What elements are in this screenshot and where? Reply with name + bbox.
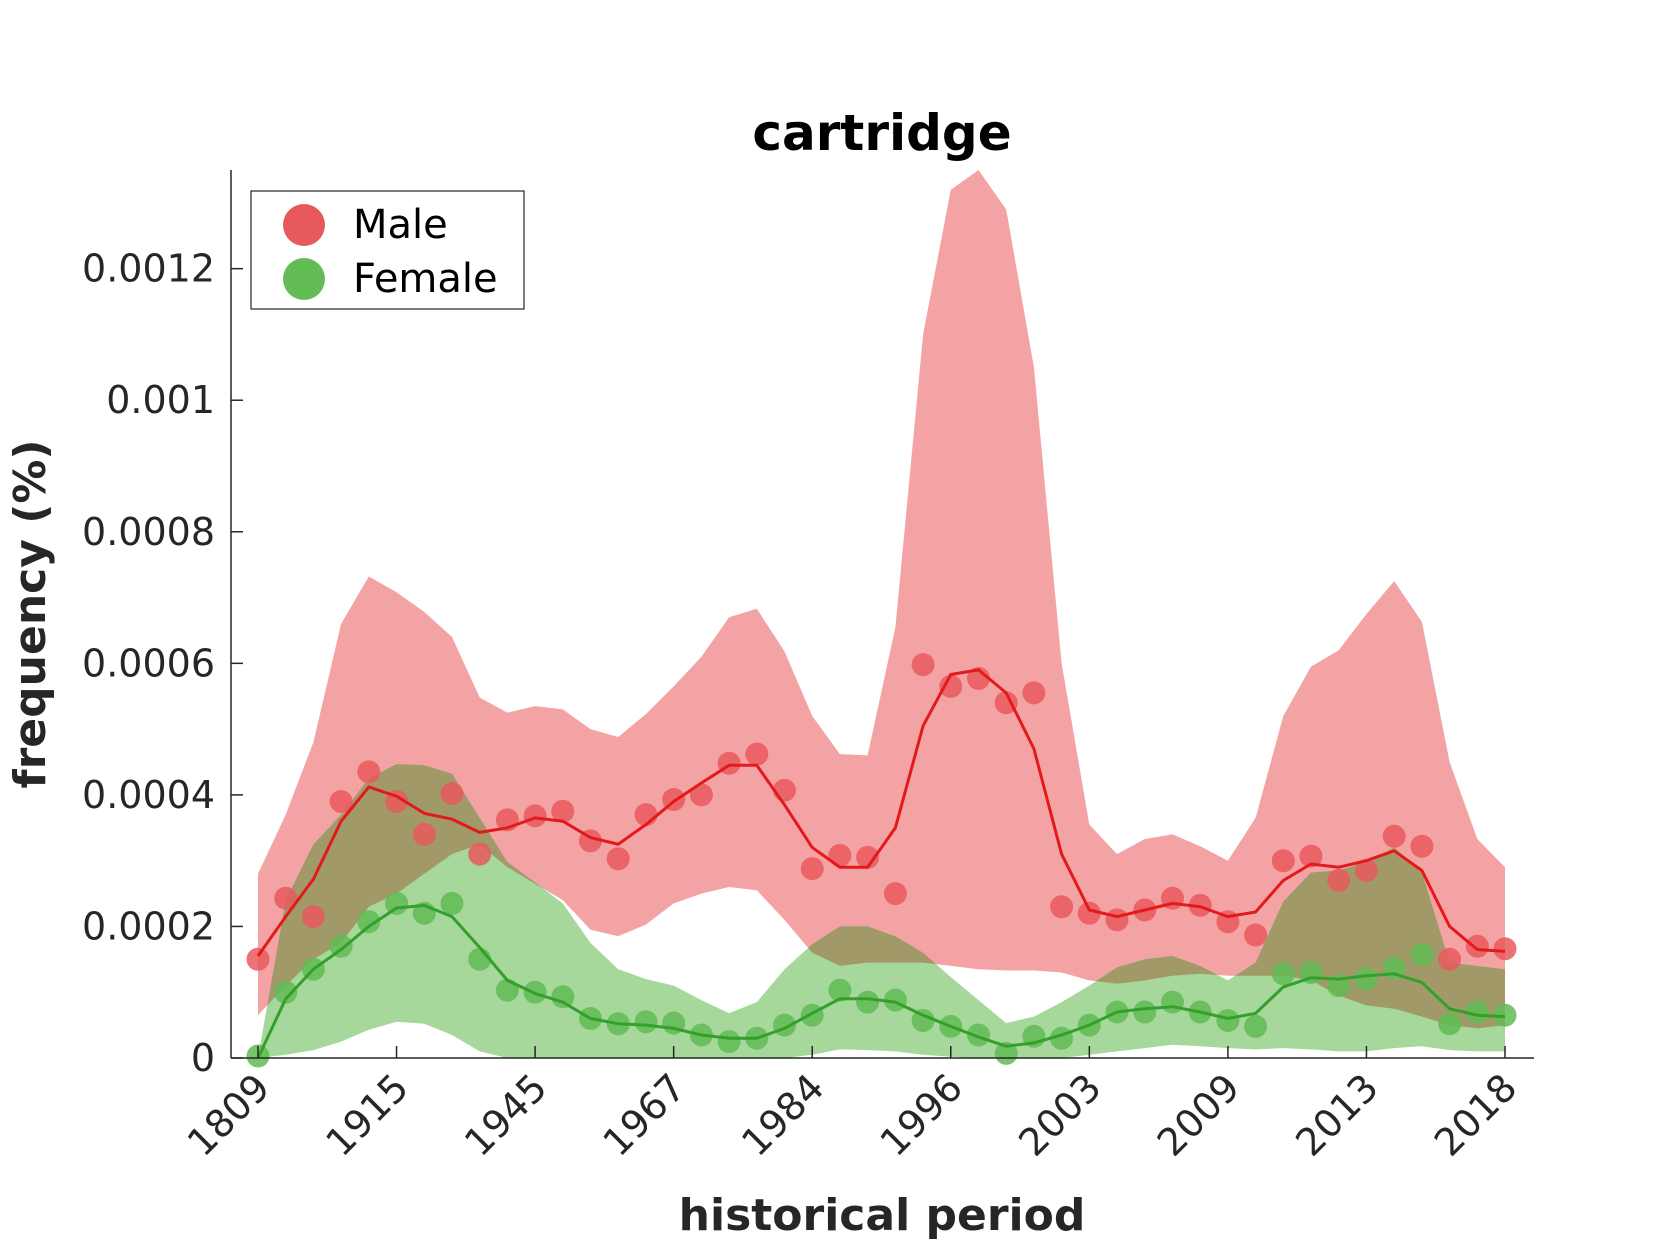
x-axis-label: historical period	[679, 1190, 1086, 1241]
legend: Male Female	[250, 190, 525, 310]
legend-male-label: Male	[353, 202, 448, 248]
male-point-43	[1438, 947, 1462, 971]
x-tick-label-0: 1809	[179, 1065, 279, 1165]
female-point-4	[357, 910, 381, 934]
y-axis-label: frequency (%)	[5, 439, 56, 788]
x-tick-label-1: 1915	[317, 1065, 417, 1165]
y-tick-label-4: 0.0008	[82, 510, 215, 554]
male-point-19	[773, 778, 796, 802]
x-tick-label-3: 1967	[595, 1065, 695, 1165]
male-point-45	[1493, 937, 1517, 961]
x-tick-label-2: 1945	[456, 1065, 556, 1165]
x-tick-label-8: 2013	[1287, 1065, 1387, 1165]
y-tick-label-6: 0.0012	[82, 247, 215, 291]
male-trend-line	[256, 668, 1506, 957]
male-point-27	[994, 691, 1018, 715]
male-point-28	[1022, 681, 1046, 705]
y-axis-ticks: 0 0.0002 0.0004 0.0006 0.0008 0.001 0.0012	[82, 247, 243, 1080]
male-point-42	[1410, 834, 1434, 858]
male-point-29	[1050, 895, 1074, 919]
female-point-22	[856, 990, 880, 1014]
y-tick-label-3: 0.0006	[82, 641, 215, 685]
female-confidence-band	[258, 764, 1505, 1058]
male-point-11	[551, 799, 575, 823]
male-point-38	[1299, 844, 1323, 868]
female-point-44	[1465, 1000, 1489, 1024]
male-point-3	[329, 790, 353, 813]
male-point-10	[523, 804, 547, 828]
male-point-0	[246, 947, 270, 971]
female-point-17	[717, 1030, 741, 1054]
legend-female-marker	[283, 258, 325, 300]
female-point-43	[1438, 1012, 1462, 1036]
y-tick-label-0: 0	[191, 1036, 215, 1080]
female-point-21	[828, 978, 852, 1002]
x-tick-label-4: 1984	[733, 1065, 833, 1165]
x-tick-label-5: 1996	[872, 1065, 972, 1165]
male-point-40	[1354, 859, 1378, 882]
male-point-24	[911, 653, 935, 677]
male-point-31	[1105, 908, 1129, 932]
female-point-26	[967, 1023, 990, 1047]
female-point-40	[1354, 967, 1378, 991]
male-point-6	[412, 822, 436, 846]
male-point-7	[440, 782, 464, 806]
male-point-1	[274, 886, 298, 910]
male-point-36	[1244, 923, 1268, 947]
male-point-13	[606, 847, 630, 871]
male-point-37	[1271, 849, 1295, 873]
male-point-16	[689, 783, 713, 807]
female-point-24	[911, 1009, 935, 1032]
chart-title: cartridge	[752, 104, 1011, 162]
male-point-25	[939, 674, 963, 698]
male-point-44	[1465, 934, 1489, 958]
female-data-points	[246, 891, 1517, 1068]
y-tick-label-1: 0.0002	[82, 904, 215, 948]
female-point-14	[634, 1010, 658, 1034]
legend-male-marker	[283, 204, 325, 246]
male-point-21	[828, 843, 852, 867]
y-tick-label-5: 0.001	[106, 378, 215, 422]
x-tick-label-7: 2009	[1149, 1065, 1249, 1165]
male-point-30	[1077, 901, 1101, 925]
x-axis-ticks: 1809 1915 1945 1967 1984 1996 2003 2009 2013 2018	[179, 1046, 1526, 1165]
female-point-20	[800, 1003, 824, 1027]
female-point-27	[994, 1041, 1018, 1065]
female-point-5	[385, 891, 409, 915]
female-point-36	[1244, 1014, 1268, 1038]
male-point-8	[468, 842, 492, 866]
y-tick-label-2: 0.0004	[82, 773, 215, 817]
legend-female-label: Female	[353, 256, 498, 302]
female-point-37	[1271, 962, 1295, 986]
female-point-9	[495, 978, 519, 1002]
male-point-18	[745, 742, 769, 766]
male-point-39	[1327, 868, 1351, 892]
x-tick-label-6: 2003	[1010, 1065, 1110, 1165]
male-point-22	[856, 845, 880, 869]
female-point-32	[1133, 1000, 1157, 1024]
female-point-33	[1161, 990, 1184, 1014]
male-point-20	[800, 857, 824, 881]
male-point-2	[301, 905, 325, 929]
male-point-41	[1382, 824, 1406, 848]
male-data-points	[246, 653, 1517, 971]
female-point-1	[274, 980, 298, 1004]
x-tick-label-9: 2018	[1426, 1065, 1526, 1165]
female-point-35	[1216, 1009, 1240, 1032]
female-point-42	[1410, 943, 1434, 967]
female-trend-line	[256, 903, 1506, 1059]
female-point-11	[551, 985, 575, 1009]
male-point-23	[883, 882, 907, 906]
female-point-7	[440, 891, 464, 915]
male-point-4	[357, 760, 381, 784]
